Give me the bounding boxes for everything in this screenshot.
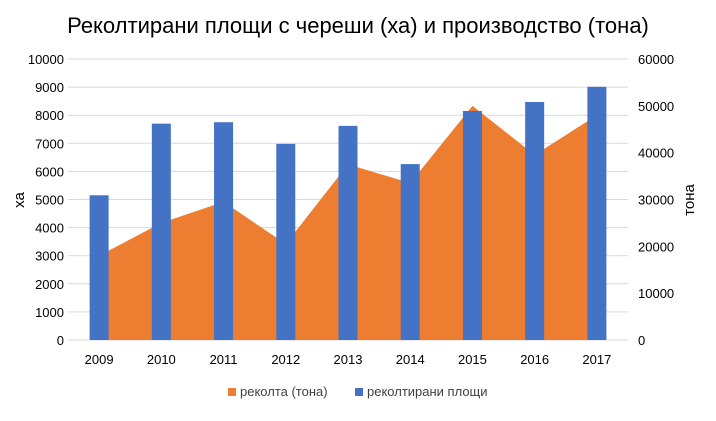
left-tick-label: 2000 <box>35 277 64 292</box>
x-tick-label: 2013 <box>334 352 363 367</box>
bar-2013 <box>338 125 358 341</box>
right-tick-label: 60000 <box>638 52 674 67</box>
bar-2017 <box>587 86 607 340</box>
right-tick-label: 10000 <box>638 286 674 301</box>
x-tick-label: 2012 <box>271 352 300 367</box>
left-tick-label: 8000 <box>35 108 64 123</box>
left-tick-label: 3000 <box>35 249 64 264</box>
right-tick-label: 0 <box>638 333 645 348</box>
left-tick-label: 5000 <box>35 193 64 208</box>
right-tick-label: 50000 <box>638 99 674 114</box>
x-tick-label: 2016 <box>520 352 549 367</box>
x-tick-label: 2010 <box>147 352 176 367</box>
left-tick-label: 1000 <box>35 305 64 320</box>
right-tick-label: 40000 <box>638 146 674 161</box>
left-tick-label: 0 <box>57 333 64 348</box>
bar-2010 <box>151 123 171 340</box>
right-tick-label: 30000 <box>638 193 674 208</box>
x-axis-ticks: 2009 2010 2011 2012 2013 2014 2015 2016 2017 <box>85 352 612 367</box>
x-tick-label: 2014 <box>396 352 425 367</box>
bar-series <box>89 86 607 341</box>
bar-2015 <box>462 110 482 340</box>
x-tick-label: 2015 <box>458 352 487 367</box>
left-tick-label: 6000 <box>35 164 64 179</box>
x-tick-label: 2009 <box>85 352 114 367</box>
legend-swatch-area <box>355 388 363 396</box>
left-tick-label: 9000 <box>35 80 64 95</box>
left-axis-ticks: 0 1000 2000 3000 4000 5000 6000 7000 8000 9000 100… <box>28 52 64 348</box>
left-axis-label: ха <box>11 192 28 208</box>
x-tick-label: 2017 <box>582 352 611 367</box>
bar-2011 <box>214 122 234 340</box>
right-axis-label: тона <box>681 184 698 216</box>
bar-2009 <box>89 195 109 340</box>
bar-2012 <box>276 143 296 340</box>
legend-label-harvest: реколта (тона) <box>240 384 328 399</box>
left-tick-label: 7000 <box>35 136 64 151</box>
left-tick-label: 10000 <box>28 52 64 67</box>
right-tick-label: 20000 <box>638 239 674 254</box>
legend: реколта (тона) реколтирани площи <box>228 384 488 399</box>
bar-2014 <box>400 164 420 340</box>
left-tick-label: 4000 <box>35 221 64 236</box>
x-tick-label: 2011 <box>210 352 238 367</box>
bar-2016 <box>525 101 545 340</box>
legend-swatch-harvest <box>228 388 236 396</box>
chart-title: Реколтирани площи с череши (ха) и произв… <box>67 13 649 38</box>
legend-label-area: реколтирани площи <box>367 384 488 399</box>
right-axis-ticks: 0 10000 20000 30000 40000 50000 60000 <box>638 52 674 348</box>
